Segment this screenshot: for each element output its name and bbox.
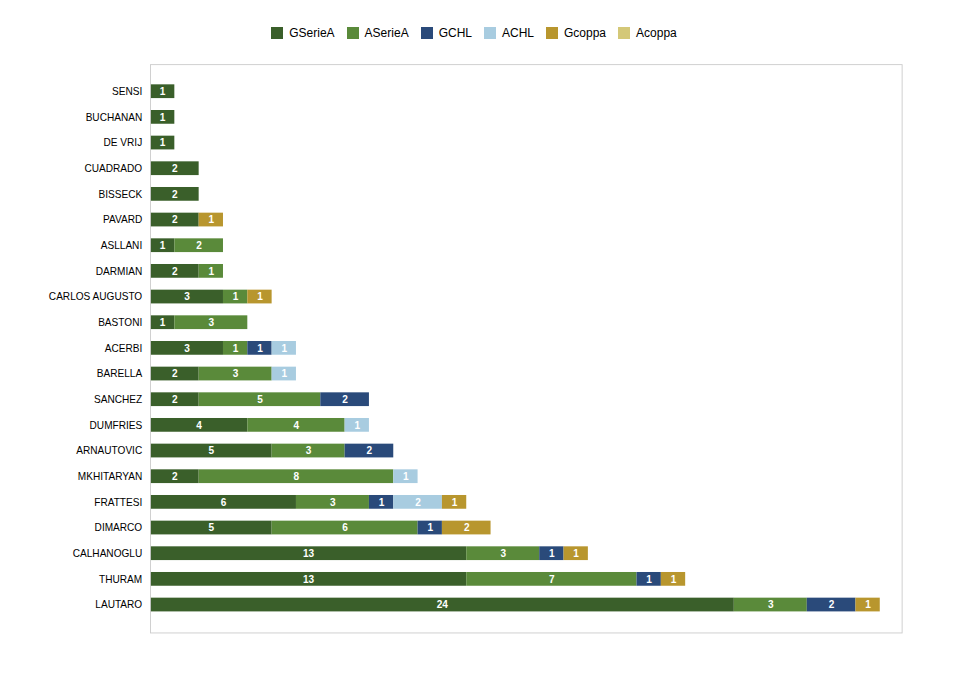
svg-text:1: 1 <box>403 471 409 482</box>
svg-text:2: 2 <box>172 266 178 277</box>
html-text:Gcoppa: Gcoppa <box>564 25 606 40</box>
svg-text:2: 2 <box>829 599 835 610</box>
svg-text:1: 1 <box>208 266 214 277</box>
svg-text:ASLLANI: ASLLANI <box>101 240 142 251</box>
svg-text:1: 1 <box>233 343 239 354</box>
html-text:Acoppa: Acoppa <box>636 25 677 40</box>
html-text:ACHL: ACHL <box>502 25 534 40</box>
svg-text:1: 1 <box>160 240 166 251</box>
html-text:GSerieA: GSerieA <box>289 25 335 40</box>
svg-text:1: 1 <box>281 343 287 354</box>
svg-text:1: 1 <box>160 112 166 123</box>
svg-text:7: 7 <box>549 574 555 585</box>
svg-text:BARELLA: BARELLA <box>97 368 143 379</box>
svg-text:ARNAUTOVIC: ARNAUTOVIC <box>76 445 142 456</box>
svg-text:DE VRIJ: DE VRIJ <box>104 137 143 148</box>
svg-text:PAVARD: PAVARD <box>103 214 142 225</box>
svg-text:1: 1 <box>281 368 287 379</box>
svg-text:3: 3 <box>306 445 312 456</box>
svg-text:1: 1 <box>354 420 360 431</box>
svg-text:CARLOS AUGUSTO: CARLOS AUGUSTO <box>49 291 143 302</box>
svg-text:2: 2 <box>367 445 373 456</box>
svg-text:2: 2 <box>172 189 178 200</box>
svg-text:THURAM: THURAM <box>99 574 142 585</box>
svg-text:1: 1 <box>573 548 579 559</box>
svg-text:1: 1 <box>452 497 458 508</box>
svg-text:2: 2 <box>342 394 348 405</box>
svg-text:BISSECK: BISSECK <box>99 189 143 200</box>
svg-text:SANCHEZ: SANCHEZ <box>94 394 142 405</box>
svg-text:6: 6 <box>342 522 348 533</box>
svg-text:DUMFRIES: DUMFRIES <box>90 420 143 431</box>
svg-text:BUCHANAN: BUCHANAN <box>86 112 143 123</box>
svg-text:3: 3 <box>768 599 774 610</box>
svg-text:3: 3 <box>233 368 239 379</box>
svg-text:3: 3 <box>500 548 506 559</box>
svg-text:1: 1 <box>208 214 214 225</box>
svg-text:1: 1 <box>257 343 263 354</box>
svg-text:1: 1 <box>257 291 263 302</box>
svg-text:8: 8 <box>294 471 300 482</box>
html-text:GCHL: GCHL <box>438 25 472 40</box>
svg-text:5: 5 <box>208 522 214 533</box>
svg-text:1: 1 <box>379 497 385 508</box>
svg-text:ACERBI: ACERBI <box>105 343 143 354</box>
svg-text:4: 4 <box>196 420 202 431</box>
svg-text:1: 1 <box>160 137 166 148</box>
svg-text:2: 2 <box>172 394 178 405</box>
svg-text:2: 2 <box>172 368 178 379</box>
svg-text:SENSI: SENSI <box>112 86 142 97</box>
svg-text:1: 1 <box>865 599 871 610</box>
svg-text:3: 3 <box>330 497 336 508</box>
svg-text:CALHANOGLU: CALHANOGLU <box>73 548 142 559</box>
svg-text:5: 5 <box>257 394 263 405</box>
svg-text:2: 2 <box>172 471 178 482</box>
svg-text:2: 2 <box>415 497 421 508</box>
svg-text:3: 3 <box>208 317 214 328</box>
svg-text:1: 1 <box>549 548 555 559</box>
svg-text:6: 6 <box>221 497 227 508</box>
svg-text:3: 3 <box>184 291 190 302</box>
html-text:ASerieA: ASerieA <box>364 25 409 40</box>
svg-text:1: 1 <box>160 86 166 97</box>
svg-text:13: 13 <box>303 548 315 559</box>
svg-text:2: 2 <box>172 214 178 225</box>
svg-text:13: 13 <box>303 574 315 585</box>
svg-text:FRATTESI: FRATTESI <box>94 497 142 508</box>
svg-text:2: 2 <box>172 163 178 174</box>
svg-text:3: 3 <box>184 343 190 354</box>
svg-text:DARMIAN: DARMIAN <box>96 266 142 277</box>
svg-text:1: 1 <box>427 522 433 533</box>
svg-text:1: 1 <box>160 317 166 328</box>
svg-text:1: 1 <box>233 291 239 302</box>
svg-text:CUADRADO: CUADRADO <box>85 163 143 174</box>
svg-text:1: 1 <box>646 574 652 585</box>
svg-text:2: 2 <box>196 240 202 251</box>
svg-text:5: 5 <box>208 445 214 456</box>
svg-text:LAUTARO: LAUTARO <box>95 599 142 610</box>
svg-text:4: 4 <box>294 420 300 431</box>
svg-text:BASTONI: BASTONI <box>98 317 142 328</box>
svg-text:1: 1 <box>671 574 677 585</box>
svg-text:MKHITARYAN: MKHITARYAN <box>78 471 142 482</box>
svg-text:DIMARCO: DIMARCO <box>95 522 143 533</box>
svg-text:2: 2 <box>464 522 470 533</box>
svg-text:24: 24 <box>437 599 449 610</box>
